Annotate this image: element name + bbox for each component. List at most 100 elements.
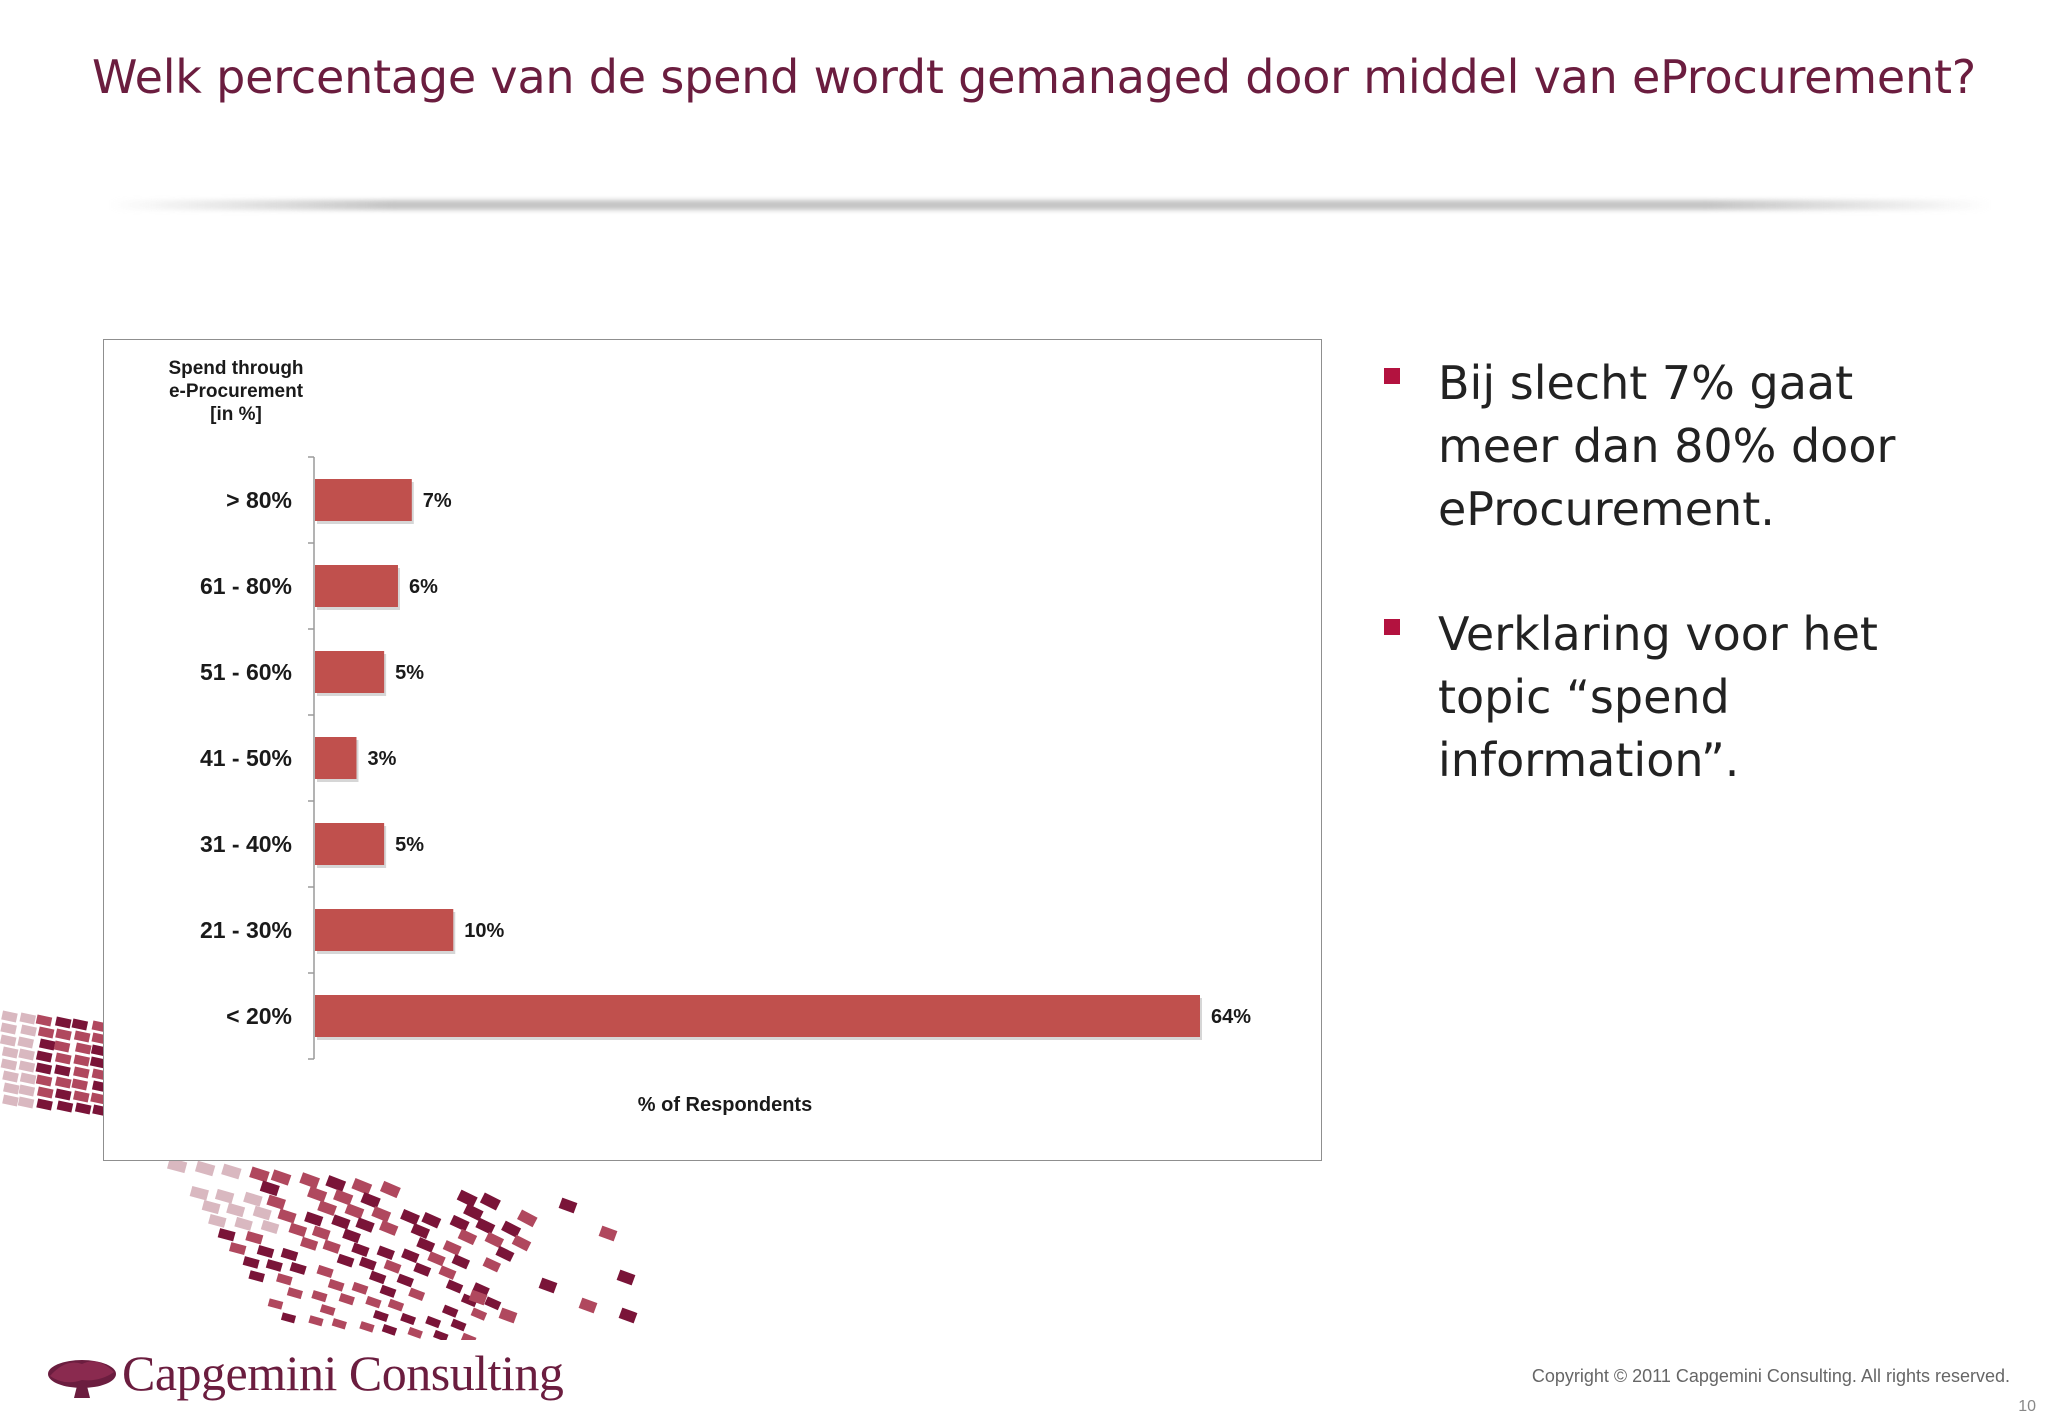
bar-chart: Spend through e-Procurement [in %] > 80% 7% 6… — [103, 339, 1322, 1161]
decor-square — [249, 1166, 270, 1183]
decor-square — [288, 1222, 308, 1238]
decor-square — [325, 1175, 347, 1192]
decor-square — [311, 1290, 328, 1303]
decor-square — [616, 1269, 636, 1286]
decor-square — [457, 1228, 478, 1246]
decor-square — [189, 1185, 209, 1201]
decor-square — [35, 1062, 53, 1075]
decor-square — [74, 1102, 92, 1115]
decor-square — [2, 1094, 19, 1107]
bullet-item: Bij slecht 7% gaat meer dan 80% door ePr… — [1384, 352, 1984, 541]
decor-square — [280, 1312, 297, 1324]
decor-square — [376, 1245, 395, 1261]
decor-square — [360, 1192, 381, 1209]
decor-square — [18, 1084, 36, 1097]
decor-square — [578, 1297, 598, 1314]
decorative-pixel-pattern — [0, 1010, 638, 1340]
bar — [315, 651, 385, 693]
bar — [315, 909, 454, 951]
decor-square — [445, 1279, 464, 1294]
bar — [315, 995, 1200, 1037]
decor-square — [425, 1315, 442, 1329]
decor-square — [259, 1180, 280, 1197]
decor-square — [358, 1256, 377, 1271]
decor-square — [300, 1236, 319, 1251]
decor-square — [460, 1293, 478, 1308]
decor-square — [214, 1188, 235, 1204]
decor-square — [286, 1287, 303, 1300]
decor-square — [449, 1214, 470, 1232]
decor-square — [400, 1312, 417, 1326]
decor-square — [54, 1064, 71, 1077]
decor-square — [248, 1270, 265, 1283]
decor-square — [35, 1050, 53, 1063]
decor-square — [0, 1022, 17, 1035]
bullet-text: Verklaring voor het topic “spend informa… — [1438, 607, 1878, 787]
decor-square — [73, 1054, 90, 1067]
decor-square — [344, 1203, 365, 1220]
decor-square — [433, 1329, 449, 1340]
decor-square — [252, 1205, 272, 1221]
decor-square — [226, 1202, 246, 1218]
decor-square — [19, 1012, 37, 1025]
decor-square — [359, 1321, 375, 1333]
decor-square — [35, 1074, 53, 1087]
decor-square — [427, 1251, 446, 1267]
decor-square — [234, 1216, 253, 1231]
decor-square — [460, 1332, 477, 1340]
company-logo: Capgemini Consulting — [40, 1344, 600, 1404]
decor-square — [408, 1287, 426, 1301]
decor-square — [413, 1262, 432, 1277]
data-label: 3% — [367, 748, 396, 770]
decor-square — [1, 1010, 18, 1023]
chart-title-line: [in %] — [210, 404, 262, 425]
decor-square — [401, 1248, 420, 1264]
decor-square — [304, 1211, 324, 1227]
decor-square — [501, 1220, 522, 1238]
bar — [315, 737, 357, 779]
decor-square — [400, 1209, 420, 1226]
data-label: 7% — [423, 490, 452, 512]
decor-square — [387, 1298, 405, 1312]
decor-square — [463, 1203, 484, 1222]
decor-square — [245, 1230, 264, 1245]
decor-square — [322, 1239, 341, 1254]
decor-square — [0, 1058, 18, 1071]
bullet-item: Verklaring voor het topic “spend informa… — [1384, 603, 1984, 792]
decor-square — [256, 1245, 275, 1259]
decor-square — [19, 1072, 37, 1085]
decor-square — [242, 1256, 260, 1269]
bullet-list: Bij slecht 7% gaat meer dan 80% door ePr… — [1384, 352, 1984, 854]
square-bullet-icon — [1384, 368, 1400, 384]
decor-square — [20, 1024, 37, 1037]
category-label: 51 - 60% — [200, 659, 292, 685]
decor-square — [517, 1209, 538, 1228]
decor-square — [90, 1092, 107, 1105]
decor-square — [383, 1259, 402, 1274]
decor-square — [438, 1265, 457, 1280]
decor-square — [2, 1070, 19, 1083]
decor-square — [89, 1056, 107, 1069]
decor-square — [17, 1036, 34, 1049]
category-label: 31 - 40% — [200, 831, 292, 857]
x-axis-title: % of Respondents — [638, 1094, 812, 1116]
decor-square — [538, 1277, 558, 1294]
bullet-text: Bij slecht 7% gaat meer dan 80% door ePr… — [1438, 356, 1896, 536]
decor-square — [217, 1228, 236, 1242]
decor-square — [475, 1217, 496, 1235]
decor-square — [308, 1315, 324, 1327]
decor-square — [451, 1254, 471, 1270]
page-number: 10 — [2018, 1398, 2036, 1415]
decor-square — [36, 1098, 53, 1111]
data-label: 10% — [464, 920, 504, 942]
decor-square — [73, 1090, 90, 1103]
decor-square — [229, 1242, 247, 1256]
decor-square — [3, 1082, 20, 1095]
decor-square — [333, 1189, 354, 1206]
decor-square — [1, 1046, 19, 1059]
decor-square — [71, 1018, 89, 1031]
decor-square — [55, 1016, 72, 1029]
decor-square — [484, 1296, 502, 1311]
decor-square — [365, 1295, 382, 1309]
